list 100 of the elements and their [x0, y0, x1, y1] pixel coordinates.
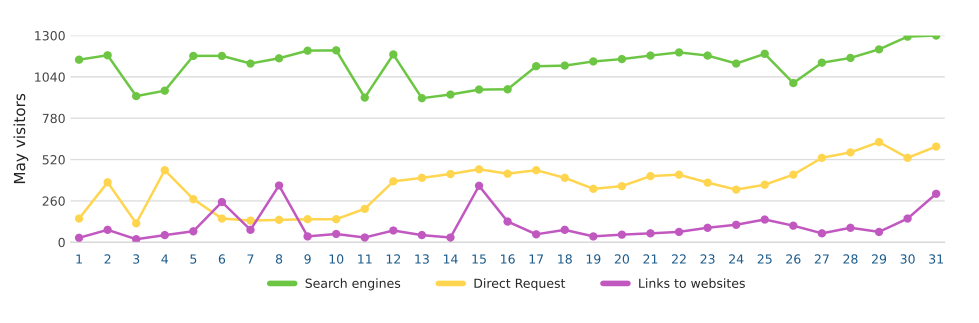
point	[703, 224, 712, 232]
point	[903, 154, 912, 162]
x-tick-label: 8	[276, 254, 282, 264]
point	[760, 50, 769, 58]
x-tick-label: 4	[161, 254, 168, 264]
point	[560, 61, 569, 70]
x-tick-label: 7	[248, 254, 254, 264]
point	[646, 51, 655, 60]
x-tick-label: 10	[330, 254, 344, 264]
y-tick-label: 1040	[35, 72, 65, 82]
point	[418, 230, 426, 240]
point	[74, 234, 84, 242]
point	[446, 170, 455, 178]
point	[503, 170, 512, 178]
x-tick-label: 31	[929, 254, 943, 264]
x-tick-label: 30	[900, 254, 915, 264]
x-tick-label: 16	[501, 254, 515, 264]
point	[532, 166, 540, 174]
point	[303, 215, 312, 224]
point	[360, 233, 369, 242]
point	[703, 178, 712, 187]
x-tick-label: 9	[304, 254, 311, 264]
x-tick-label: 26	[786, 254, 800, 264]
point	[646, 229, 655, 238]
point	[303, 46, 312, 55]
legend-label: Links to websites	[639, 278, 745, 288]
x-tick-label: 2	[104, 254, 110, 264]
point	[446, 90, 455, 99]
point	[389, 226, 398, 235]
x-tick-label: 15	[472, 254, 486, 264]
point	[189, 227, 198, 236]
point	[246, 226, 255, 234]
y-tick-label: 0	[58, 238, 65, 248]
point	[474, 165, 484, 174]
point	[932, 190, 940, 198]
point	[160, 166, 169, 174]
point	[646, 172, 655, 180]
y-axis-title: May visitors	[13, 94, 28, 184]
point	[618, 54, 626, 64]
legend-label: Search engines	[306, 278, 400, 290]
x-tick-label: 1	[76, 254, 82, 264]
x-tick-label: 3	[133, 254, 140, 264]
point	[503, 217, 512, 226]
y-tick-label: 1300	[35, 31, 65, 40]
x-tick-label: 28	[843, 254, 858, 264]
x-tick-label: 19	[586, 254, 600, 264]
x-tick-label: 27	[814, 254, 829, 264]
point	[760, 215, 769, 224]
y-tick-label: 520	[42, 155, 65, 164]
point	[703, 51, 712, 60]
y-tick-label: 260	[42, 196, 65, 206]
point	[532, 62, 540, 70]
x-tick-label: 25	[758, 254, 772, 264]
point	[74, 214, 84, 223]
point	[903, 214, 912, 223]
point	[274, 181, 284, 190]
point	[418, 174, 426, 182]
point	[160, 230, 169, 240]
point	[160, 86, 169, 95]
point	[103, 226, 112, 234]
point	[532, 230, 540, 238]
point	[789, 222, 798, 230]
point	[618, 230, 626, 239]
point	[218, 52, 226, 60]
point	[246, 216, 255, 225]
point	[74, 56, 84, 64]
x-tick-label: 22	[672, 254, 686, 264]
point	[446, 233, 455, 242]
point	[503, 85, 512, 94]
point	[246, 59, 255, 68]
point	[332, 215, 340, 224]
x-tick-label: 11	[358, 254, 372, 264]
point	[189, 52, 198, 60]
point	[589, 184, 598, 193]
point	[218, 214, 226, 223]
point	[874, 138, 884, 146]
y-tick-label: 780	[42, 114, 65, 124]
point	[732, 59, 740, 68]
point	[332, 46, 340, 54]
point	[274, 216, 284, 224]
legend-label: Direct Request	[474, 278, 566, 290]
point	[818, 229, 826, 238]
x-tick-label: 12	[386, 254, 400, 264]
point	[874, 228, 884, 236]
point	[589, 57, 598, 66]
point	[132, 235, 140, 242]
point	[732, 185, 740, 194]
point	[789, 170, 798, 179]
point	[560, 226, 569, 234]
x-tick-label: 18	[558, 254, 572, 264]
point	[103, 178, 112, 186]
x-tick-label: 29	[872, 254, 886, 264]
point	[389, 50, 398, 59]
point	[389, 177, 398, 186]
point	[360, 204, 369, 214]
point	[474, 182, 484, 190]
point	[674, 170, 684, 179]
point	[360, 93, 369, 102]
point	[846, 148, 855, 157]
point	[274, 54, 284, 62]
